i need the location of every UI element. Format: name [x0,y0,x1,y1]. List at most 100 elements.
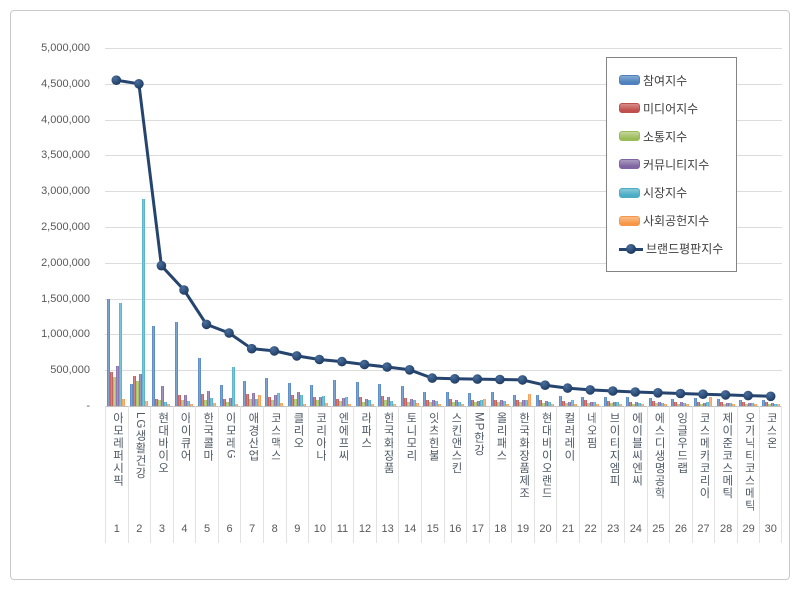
bar-participation-index [558,396,562,406]
x-rank-number: 13 [381,523,394,535]
x-category-cell: LG생활건강 2 [127,406,151,543]
x-category-label: 아모레G [224,412,236,460]
x-category-label: 에스디생명공학 [653,412,665,500]
bar-group [128,199,151,406]
x-rank-number: 16 [449,523,462,535]
bar-market-index [277,393,281,406]
x-rank-number: 5 [203,523,211,535]
bar-market-index [412,400,416,406]
bar-media-index [313,397,317,406]
bar-community-index [387,397,391,406]
bar-social-contribution-index [235,404,239,406]
bar-participation-index [648,398,652,406]
gridline [105,298,782,300]
legend-label: 커뮤니티지수 [643,157,710,172]
bar-media-index [110,372,114,406]
legend-item-brand-reputation-index: 브랜드평판지수 [619,240,736,257]
bar-communication-index [587,403,591,406]
bar-participation-index [490,392,494,406]
participation-index-swatch-icon [619,75,640,86]
gridline [105,83,782,85]
x-rank-number: 6 [226,523,233,535]
bar-participation-index [174,322,178,406]
x-category-cell: 한국화장품 13 [375,406,399,543]
x-category-cell: 에이블씨엔씨 24 [624,406,647,543]
bar-communication-index [474,402,478,406]
bar-participation-index [107,299,111,406]
x-rank-number: 29 [742,523,755,535]
bar-social-contribution-index [776,404,780,406]
bar-social-contribution-index [596,404,600,406]
x-rank-number: 10 [313,523,326,535]
bar-community-index [138,374,142,406]
x-category-label: 네오팜 [585,412,597,450]
x-rank-number: 1 [113,523,120,535]
bar-media-index [493,400,497,406]
bar-market-index [141,199,145,406]
gridline [105,227,782,228]
y-tick-label: 4,000,000 [41,113,90,126]
bar-community-index [206,391,210,406]
bar-market-index [367,400,371,406]
x-rank-number: 4 [181,523,188,535]
bar-social-contribution-index [347,404,351,406]
legend-item-community-index: 커뮤니티지수 [619,156,736,173]
bar-communication-index [519,402,523,406]
legend-label: 시장지수 [643,186,688,201]
gridline [105,334,782,336]
bar-market-index [638,403,642,406]
bar-market-index [525,400,529,406]
bar-community-index [341,398,345,406]
bar-group [466,393,489,406]
bar-community-index [116,366,120,406]
bar-communication-index [406,402,410,406]
bar-participation-index [536,395,540,406]
bar-community-index [703,403,706,406]
reputation-marker [495,374,505,385]
reputation-marker [540,380,550,391]
x-category-label: 오가닉티코스메틱 [743,412,755,512]
x-category-cell: 애경산업 7 [240,406,263,543]
bar-communication-index [113,377,117,406]
bar-media-index [561,401,565,406]
bar-community-index [725,403,729,406]
x-category-cell: 현대바이오랜드 20 [533,406,557,543]
y-tick-label: 1,000,000 [41,328,90,341]
reputation-marker [314,354,325,365]
bar-communication-index [338,401,342,406]
reputation-marker [743,390,753,401]
reputation-marker [201,319,212,330]
x-category-label: LG생활건강 [134,412,146,480]
bar-participation-index [242,381,246,406]
bar-group [240,381,263,406]
bar-media-index [471,400,475,406]
bar-communication-index [135,381,139,406]
y-tick-label: 2,000,000 [41,256,90,269]
bar-market-index [570,400,574,406]
y-tick-label: 500,000 [50,364,90,377]
bar-community-index [522,400,526,406]
brand-reputation-line-layer [111,75,776,402]
gridline [105,370,782,372]
x-category-cell: 토니모리 14 [398,406,421,543]
bar-social-contribution-index [370,404,374,406]
x-rank-number: 15 [426,523,439,535]
bar-market-index [502,401,506,406]
bar-communication-index [767,404,771,406]
bar-community-index [499,400,503,406]
reputation-marker [337,356,347,367]
bar-community-index [296,392,300,406]
bar-group [195,358,218,406]
brand-reputation-index-line-swatch-icon [619,243,643,254]
reputation-marker [382,362,392,372]
bar-market-index [593,402,597,406]
bar-participation-index [716,399,720,406]
reputation-marker [720,390,731,400]
bar-social-contribution-index [438,404,442,406]
bar-group [421,392,444,406]
x-category-label: 토니모리 [404,412,416,462]
market-index-swatch-icon [619,187,640,198]
bar-group [263,378,286,406]
y-tick-label: 1,500,000 [41,292,90,305]
bar-market-index [683,403,687,406]
